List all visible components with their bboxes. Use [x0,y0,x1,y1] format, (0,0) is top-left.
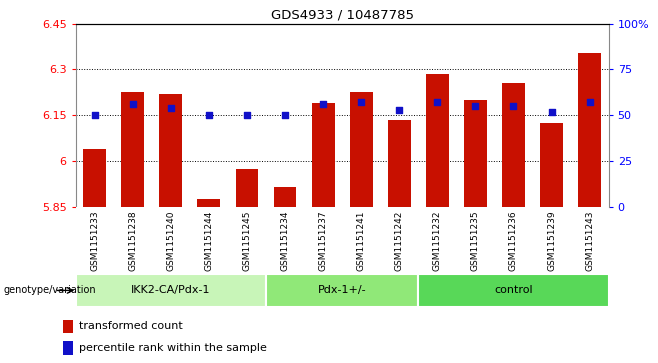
Text: GSM1151244: GSM1151244 [205,210,213,271]
Bar [266,274,418,307]
Bar [388,120,411,207]
Text: GSM1151233: GSM1151233 [90,210,99,271]
Point [394,107,405,113]
Bar [76,274,266,307]
Text: IKK2-CA/Pdx-1: IKK2-CA/Pdx-1 [131,285,211,295]
Point [204,112,215,118]
Text: percentile rank within the sample: percentile rank within the sample [79,343,267,352]
Text: GSM1151242: GSM1151242 [395,210,404,271]
Bar [63,342,73,355]
Point [89,112,100,118]
Point [584,99,595,105]
Title: GDS4933 / 10487785: GDS4933 / 10487785 [270,8,414,21]
Text: GSM1151236: GSM1151236 [509,210,518,271]
Bar [540,123,563,207]
Bar [274,187,297,207]
Text: transformed count: transformed count [79,321,183,331]
Point [280,112,290,118]
Text: GSM1151245: GSM1151245 [243,210,251,271]
Point [432,99,443,105]
Text: GSM1151234: GSM1151234 [280,210,290,271]
Text: GSM1151237: GSM1151237 [318,210,328,271]
Bar [312,103,334,207]
Bar [578,53,601,207]
Bar [464,100,487,207]
Point [128,101,138,107]
Point [166,105,176,111]
Text: GSM1151240: GSM1151240 [166,210,175,271]
Text: GSM1151239: GSM1151239 [547,210,556,271]
Text: GSM1151241: GSM1151241 [357,210,366,271]
Bar [197,199,220,207]
Point [470,103,480,109]
Text: GSM1151238: GSM1151238 [128,210,138,271]
Bar [426,74,449,207]
Bar [121,92,144,207]
Text: GSM1151235: GSM1151235 [471,210,480,271]
Bar [159,94,182,207]
Text: genotype/variation: genotype/variation [4,285,97,295]
Point [318,101,328,107]
Bar [236,169,259,207]
Bar [350,92,372,207]
Text: GSM1151232: GSM1151232 [433,210,442,271]
Bar [418,274,609,307]
Text: Pdx-1+/-: Pdx-1+/- [318,285,367,295]
Point [546,109,557,114]
Point [508,103,519,109]
Text: GSM1151243: GSM1151243 [585,210,594,271]
Bar [84,149,106,207]
Bar [63,320,73,333]
Bar [502,83,525,207]
Point [356,99,367,105]
Text: control: control [494,285,533,295]
Point [241,112,252,118]
